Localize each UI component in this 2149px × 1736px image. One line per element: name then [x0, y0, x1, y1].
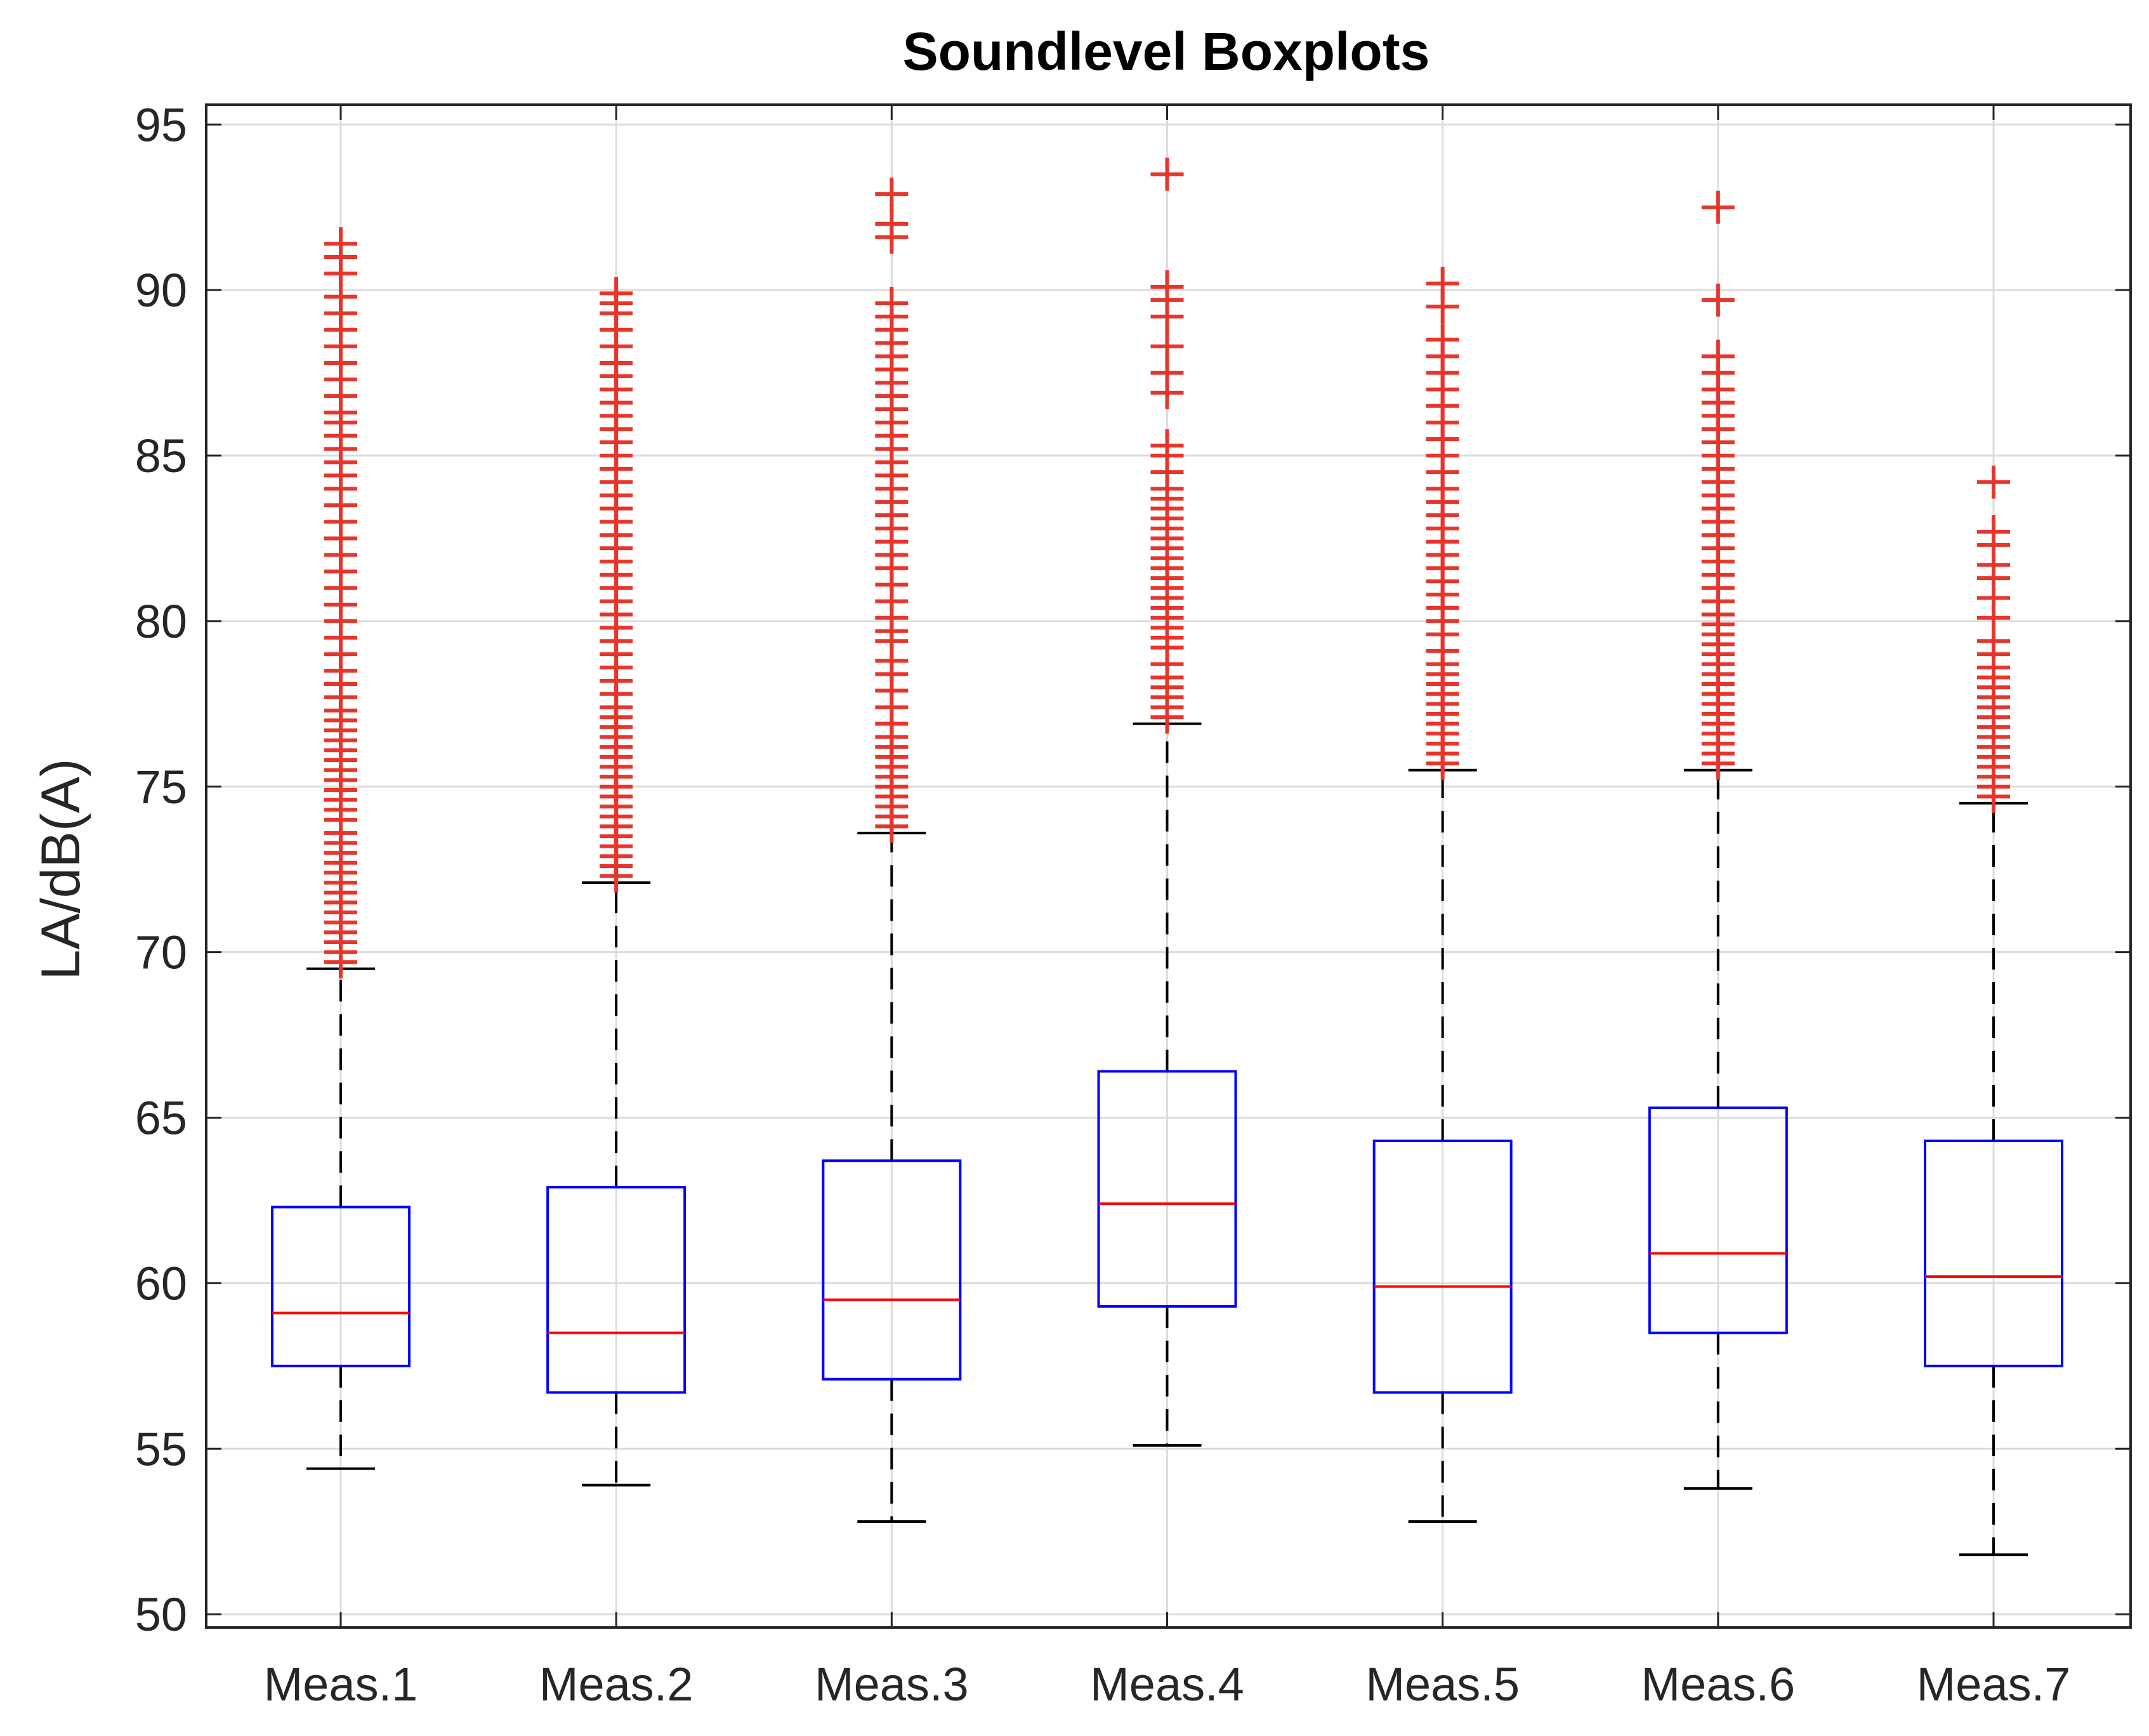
box-group-5: [1372, 266, 1513, 1523]
plot-area-frame: [205, 103, 2132, 1629]
box-group-6: [1648, 190, 1788, 1490]
y-tick-label: 75: [135, 761, 187, 813]
iqr-box: [271, 1206, 411, 1367]
y-tick-label: 90: [135, 264, 187, 317]
y-axis-label: LA/dB(A): [30, 759, 91, 980]
x-tick-label: Meas.1: [264, 1658, 418, 1711]
box-group-3: [822, 177, 962, 1523]
y-tick-label: 65: [135, 1092, 187, 1145]
outlier-marker: [1150, 270, 1184, 303]
x-tick-label: Meas.7: [1917, 1658, 2071, 1711]
outlier-marker: [1701, 339, 1735, 373]
box-group-7: [1924, 465, 2063, 1556]
outlier-marker: [324, 227, 357, 261]
outlier-marker: [875, 287, 909, 320]
y-tick-label: 80: [135, 595, 187, 648]
iqr-box: [822, 1159, 962, 1381]
y-tick-label: 50: [135, 1588, 187, 1641]
outlier-marker: [1701, 283, 1735, 317]
outlier-marker: [1150, 429, 1184, 463]
x-tick-label: Meas.3: [815, 1658, 969, 1711]
y-tick-label: 95: [135, 98, 187, 151]
iqr-box: [1372, 1140, 1513, 1394]
iqr-box: [1097, 1070, 1237, 1308]
y-tick-label: 55: [135, 1423, 187, 1475]
boxplot-series: [271, 157, 2063, 1556]
y-tick-label: 60: [135, 1257, 187, 1310]
y-tick-label: 70: [135, 926, 187, 979]
outlier-marker: [1977, 515, 2010, 549]
box-group-4: [1097, 157, 1237, 1447]
iqr-box: [1648, 1106, 1788, 1334]
chart-title: Soundlevel Boxplots: [903, 22, 1430, 81]
box-group-1: [271, 227, 411, 1470]
outlier-marker: [1426, 266, 1459, 300]
y-tick-label: 85: [135, 430, 187, 482]
outlier-marker: [1150, 157, 1184, 191]
outlier-marker: [1977, 465, 2010, 499]
x-tick-label: Meas.6: [1641, 1658, 1795, 1711]
x-tick-label: Meas.4: [1090, 1658, 1244, 1711]
outlier-marker: [875, 207, 909, 240]
iqr-box: [1924, 1140, 2063, 1367]
outlier-marker: [600, 277, 633, 310]
iqr-box: [546, 1186, 687, 1394]
outlier-marker: [1426, 323, 1459, 357]
x-tick-label: Meas.5: [1365, 1658, 1520, 1711]
box-group-2: [546, 277, 687, 1487]
outlier-marker: [1701, 190, 1735, 224]
x-axis-ticks: Meas.1 Meas.2 Meas.3 Meas.4 Meas.5 Meas.6 Meas…: [264, 105, 2071, 1711]
y-axis-ticks: 50 55 60 65 70 75 80 85 90 95: [135, 98, 2131, 1641]
x-tick-label: Meas.2: [539, 1658, 693, 1711]
outlier-marker: [1150, 329, 1184, 363]
outlier-marker: [875, 177, 909, 211]
